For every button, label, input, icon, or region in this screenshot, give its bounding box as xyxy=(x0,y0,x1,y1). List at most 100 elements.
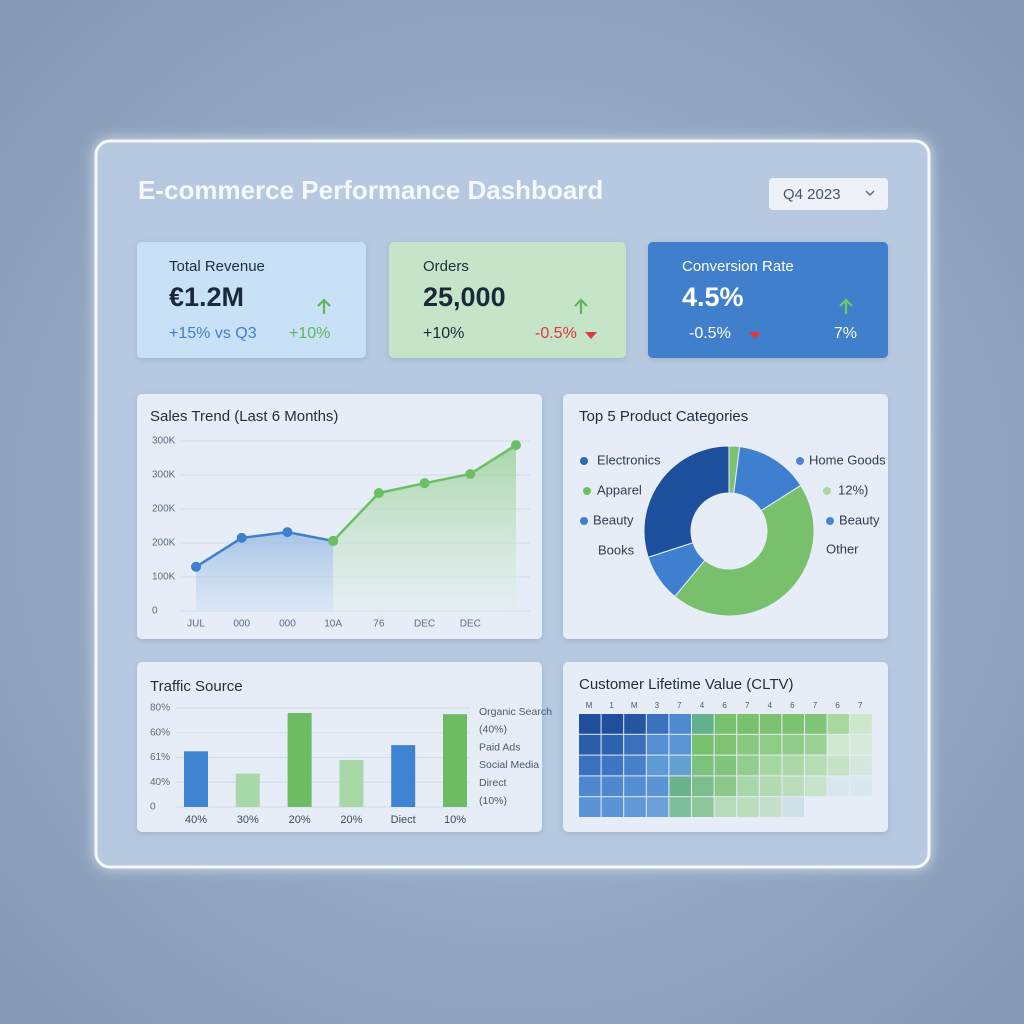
x-tick-label: 20% xyxy=(289,814,311,826)
kpi-value: 25,000 xyxy=(423,282,506,312)
legend-label: Electronics xyxy=(597,452,661,467)
column-label: M xyxy=(586,701,593,710)
chart-title: Traffic Source xyxy=(150,678,243,695)
point xyxy=(465,468,476,479)
heatmap-cell xyxy=(669,776,691,797)
down-arrow xyxy=(749,332,761,339)
kpi-label: Total Revenue xyxy=(169,258,265,275)
heatmap-cell xyxy=(579,755,601,776)
point xyxy=(373,488,384,499)
area xyxy=(333,445,516,611)
bar xyxy=(184,751,208,807)
x-tick-label: 30% xyxy=(237,814,259,826)
x-tick-label: 40% xyxy=(185,814,207,826)
y-tick-label: 100K xyxy=(152,572,176,583)
heatmap-cell xyxy=(805,734,827,755)
heatmap-cell xyxy=(737,734,759,755)
legend-dot xyxy=(580,457,588,465)
column-label: 4 xyxy=(768,701,773,710)
heatmap-cell xyxy=(782,755,804,776)
legend-note: Social Media xyxy=(479,759,539,771)
heatmap-cell xyxy=(759,776,782,797)
heatmap-cell xyxy=(624,776,646,797)
column-label: 3 xyxy=(655,701,660,710)
heatmap-cell xyxy=(827,776,850,797)
legend-dot xyxy=(583,487,591,495)
heatmap-cell xyxy=(624,797,646,817)
column-label: 7 xyxy=(858,701,863,710)
heatmap-cell xyxy=(601,797,624,817)
kpi-change: +15% vs Q3 xyxy=(169,325,257,342)
column-label: 7 xyxy=(813,701,818,710)
x-tick-label: 10A xyxy=(324,619,342,630)
heatmap-cell xyxy=(692,797,714,817)
y-tick-label: 200K xyxy=(152,538,176,549)
legend-dot xyxy=(826,517,834,525)
heatmap-cell xyxy=(692,755,714,776)
heatmap-cell xyxy=(850,776,872,797)
legend-dot xyxy=(580,517,588,525)
column-label: 6 xyxy=(722,701,727,710)
heatmap-cell xyxy=(624,755,646,776)
heatmap-cell xyxy=(669,755,691,776)
kpi-cards xyxy=(137,242,888,358)
legend-label: Beauty xyxy=(839,512,880,527)
dropdown-box[interactable] xyxy=(769,178,888,210)
heatmap-cell xyxy=(782,776,804,797)
heatmap-cell xyxy=(669,797,691,817)
kpi-card xyxy=(389,242,626,358)
legend-note: Paid Ads xyxy=(479,741,520,753)
heatmap-cell xyxy=(646,755,669,776)
heatmap-cell xyxy=(579,797,601,817)
column-label: 1 xyxy=(609,701,614,710)
heatmap-cell xyxy=(714,755,737,776)
heatmap-cell xyxy=(646,797,669,817)
legend-note: Direct xyxy=(479,777,507,789)
dropdown-label[interactable]: Q4 2023 xyxy=(783,186,841,203)
legend-dot xyxy=(796,457,804,465)
point xyxy=(328,535,339,546)
heatmap-cell xyxy=(827,734,850,755)
kpi-change: +10% xyxy=(289,325,330,342)
heatmap-cell xyxy=(669,714,691,734)
heatmap-cell xyxy=(850,734,872,755)
kpi-change: -0.5% xyxy=(689,325,731,342)
x-tick-label: Diect xyxy=(391,814,416,826)
heatmap-cell xyxy=(646,714,669,734)
bar xyxy=(339,759,364,807)
kpi-label: Orders xyxy=(423,258,469,275)
y-tick-label: 60% xyxy=(150,727,170,738)
heatmap-cell xyxy=(759,797,782,817)
x-tick-label: 20% xyxy=(340,814,362,826)
area xyxy=(196,532,334,611)
heatmap-cell xyxy=(759,714,782,734)
y-tick-label: 200K xyxy=(152,504,176,515)
point xyxy=(282,527,293,538)
column-label: 6 xyxy=(835,701,840,710)
heatmap-cell xyxy=(782,734,804,755)
kpi-change: 7% xyxy=(834,325,857,342)
x-tick-label: DEC xyxy=(414,619,435,630)
legend-note: Organic Search xyxy=(479,706,552,718)
heatmap-cell xyxy=(714,797,737,817)
column-label: M xyxy=(631,701,638,710)
y-tick-label: 80% xyxy=(150,703,170,714)
heatmap-cell xyxy=(624,714,646,734)
bar xyxy=(391,745,416,807)
heatmap-cell xyxy=(692,734,714,755)
heatmap-cell xyxy=(805,755,827,776)
legend-dot xyxy=(823,487,831,495)
heatmap-cell xyxy=(646,776,669,797)
heatmap-cell xyxy=(669,734,691,755)
y-tick-label: 61% xyxy=(150,752,170,763)
heatmap-cell xyxy=(782,714,804,734)
heatmap-cell xyxy=(850,755,872,776)
bar xyxy=(235,773,260,807)
column-label: 6 xyxy=(790,701,795,710)
period-dropdown[interactable]: Q4 2023 xyxy=(769,178,888,210)
dashboard-title: E-commerce Performance Dashboard xyxy=(138,175,603,205)
kpi-change: -0.5% xyxy=(535,325,577,342)
heatmap-cell xyxy=(714,734,737,755)
